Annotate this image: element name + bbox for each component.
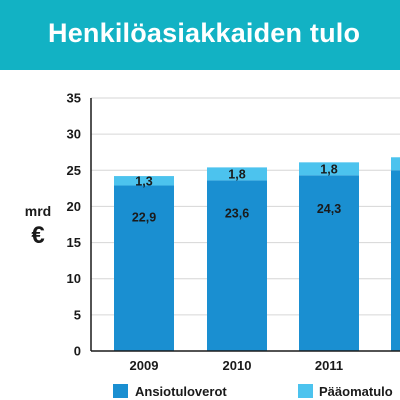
bars — [114, 157, 400, 351]
y-tick-label-5: 5 — [74, 307, 81, 322]
labels: 0 5 10 15 20 25 30 35 22,9 1,3 2009 23,6 1,8 2010 24,3… — [25, 91, 343, 374]
bar-paaomatulo-2011 — [299, 162, 359, 176]
legend-swatch-paaomatulo — [298, 384, 313, 398]
stacked-bar-chart: 0 5 10 15 20 25 30 35 22,9 1,3 2009 23,6 1,8 2010 24,3… — [25, 91, 400, 399]
legend-swatch-ansiotuloverot — [113, 384, 128, 398]
data-label-ansiotuloverot-2010: 23,6 — [225, 206, 249, 220]
y-tick-label-10: 10 — [67, 271, 81, 286]
y-axis-unit: € — [31, 222, 44, 249]
y-axis-label: mrd — [25, 203, 51, 219]
y-tick-label-0: 0 — [74, 344, 81, 359]
header-banner: Henkilöasiakkaiden tulo — [0, 0, 400, 70]
bar-ansiotuloverot-partial — [391, 170, 400, 351]
data-label-paaomatulo-2010: 1,8 — [228, 167, 245, 181]
y-tick-label-15: 15 — [67, 235, 81, 250]
y-tick-label-35: 35 — [67, 91, 81, 106]
legend-label-ansiotuloverot: Ansiotuloverot — [135, 384, 227, 399]
x-tick-label-2011: 2011 — [315, 358, 343, 373]
legend: Ansiotuloverot Pääomatulo — [113, 384, 393, 399]
legend-label-paaomatulo: Pääomatulo — [319, 384, 393, 399]
axes — [90, 98, 400, 352]
data-label-ansiotuloverot-2009: 22,9 — [132, 210, 156, 224]
bar-paaomatulo-partial — [391, 157, 400, 171]
y-tick-label-30: 30 — [67, 127, 81, 142]
x-tick-label-2010: 2010 — [223, 358, 252, 373]
bar-ansiotuloverot-2011 — [299, 175, 359, 351]
bar-paaomatulo-2010 — [207, 167, 267, 181]
bar-ansiotuloverot-2010 — [207, 180, 267, 351]
bar-ansiotuloverot-2009 — [114, 185, 174, 351]
data-label-paaomatulo-2009: 1,3 — [135, 174, 152, 188]
x-tick-label-2009: 2009 — [130, 358, 159, 373]
page-title: Henkilöasiakkaiden tulo — [48, 18, 361, 48]
data-label-paaomatulo-2011: 1,8 — [320, 162, 337, 176]
y-tick-label-25: 25 — [67, 163, 81, 178]
y-tick-label-20: 20 — [67, 199, 81, 214]
bar-paaomatulo-2009 — [114, 176, 174, 186]
data-label-ansiotuloverot-2011: 24,3 — [317, 202, 341, 216]
